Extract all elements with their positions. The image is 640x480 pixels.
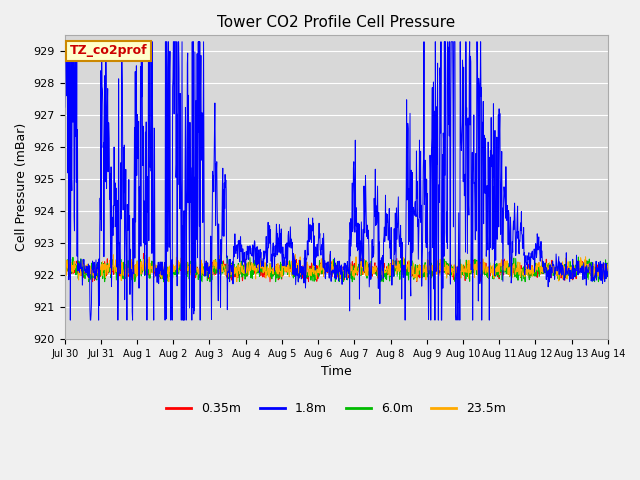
Title: Tower CO2 Profile Cell Pressure: Tower CO2 Profile Cell Pressure xyxy=(217,15,455,30)
X-axis label: Time: Time xyxy=(321,365,351,378)
Legend: 0.35m, 1.8m, 6.0m, 23.5m: 0.35m, 1.8m, 6.0m, 23.5m xyxy=(161,397,511,420)
Y-axis label: Cell Pressure (mBar): Cell Pressure (mBar) xyxy=(15,123,28,252)
Text: TZ_co2prof: TZ_co2prof xyxy=(70,45,148,58)
